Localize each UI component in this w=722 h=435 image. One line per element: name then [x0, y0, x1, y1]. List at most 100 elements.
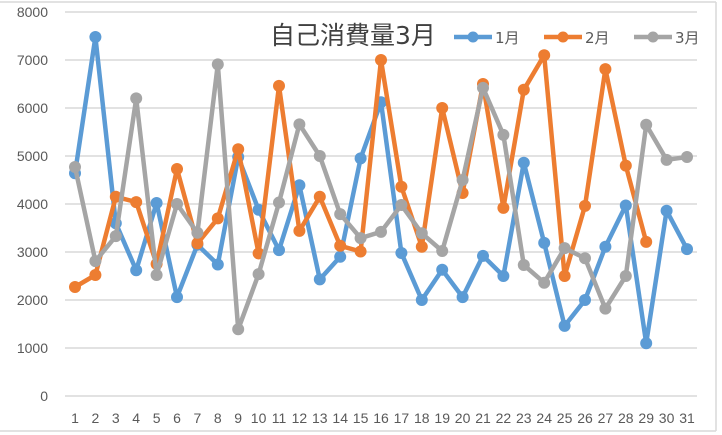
data-point-marker [130, 264, 143, 277]
y-tick-label: 6000 [17, 100, 48, 116]
data-point-marker [130, 92, 143, 105]
chart-title: 自己消費量3月 [270, 21, 436, 50]
data-point-marker [130, 196, 143, 209]
data-point-marker [660, 204, 673, 217]
data-point-marker [334, 250, 347, 263]
data-point-marker [313, 190, 326, 203]
data-point-marker [395, 246, 408, 259]
x-tick-label: 12 [292, 410, 308, 426]
data-point-marker [619, 159, 632, 172]
data-point-marker [293, 179, 306, 192]
data-point-marker [640, 235, 653, 248]
data-point-marker [579, 294, 591, 306]
x-tick-label: 3 [112, 410, 120, 426]
data-point-marker [334, 239, 347, 252]
x-tick-label: 28 [618, 410, 634, 426]
data-point-marker [273, 244, 285, 257]
x-tick-label: 31 [679, 410, 695, 426]
data-point-marker [558, 270, 571, 282]
data-point-marker [619, 270, 632, 282]
x-tick-label: 20 [455, 410, 471, 426]
data-point-marker [354, 232, 367, 245]
data-point-marker [89, 269, 102, 282]
x-tick-label: 27 [598, 410, 614, 426]
data-point-marker [415, 227, 428, 240]
y-tick-label: 7000 [17, 52, 48, 68]
data-point-marker [681, 150, 693, 163]
y-axis: 0 1000 2000 3000 4000 5000 6000 7000 8000 [17, 4, 48, 404]
data-point-marker [538, 49, 551, 62]
series-3 [69, 58, 693, 336]
x-tick-label: 26 [577, 410, 593, 426]
legend-label: 1月 [495, 29, 520, 47]
legend-label: 2月 [585, 29, 610, 47]
series-2 [69, 49, 653, 294]
data-point-marker [191, 226, 204, 239]
x-tick-label: 25 [557, 410, 573, 426]
data-point-marker [517, 83, 530, 96]
data-point-marker [497, 128, 510, 141]
data-point-marker [477, 249, 489, 262]
data-point-marker [69, 161, 81, 174]
y-tick-label: 0 [40, 388, 48, 404]
x-tick-label: 13 [312, 410, 328, 426]
data-point-marker [558, 242, 571, 255]
data-point-marker [89, 30, 102, 43]
data-point-marker [313, 150, 326, 162]
data-point-marker [599, 302, 612, 315]
data-point-marker [517, 258, 530, 271]
y-tick-label: 8000 [17, 4, 48, 20]
legend: 1月 2月 3月 [454, 29, 700, 47]
data-point-marker [375, 225, 387, 238]
x-tick-label: 19 [434, 410, 450, 426]
x-tick-label: 1 [71, 410, 79, 426]
data-point-marker [69, 281, 81, 294]
data-point-marker [558, 319, 571, 332]
data-point-marker [354, 245, 367, 258]
x-tick-label: 16 [373, 410, 389, 426]
data-point-marker [171, 162, 183, 175]
legend-item-2: 2月 [544, 29, 610, 47]
data-point-marker [497, 270, 510, 282]
y-tick-label: 1000 [17, 340, 48, 356]
x-tick-label: 11 [272, 410, 287, 426]
series-line [72, 34, 690, 346]
legend-marker-icon [467, 31, 479, 43]
series-group [69, 30, 693, 350]
data-point-marker [599, 240, 612, 253]
data-point-marker [293, 118, 306, 131]
legend-label: 3月 [675, 29, 700, 47]
x-tick-label: 24 [536, 410, 552, 426]
data-point-marker [395, 180, 408, 193]
x-tick-label: 5 [153, 410, 161, 426]
data-point-marker [640, 337, 653, 350]
x-tick-label: 9 [234, 410, 242, 426]
y-tick-label: 4000 [17, 196, 48, 212]
data-point-marker [415, 294, 428, 306]
data-point-marker [150, 197, 163, 210]
x-tick-label: 22 [496, 410, 512, 426]
legend-item-3: 3月 [634, 29, 700, 47]
data-point-marker [171, 198, 183, 210]
data-point-marker [232, 323, 245, 336]
data-point-marker [150, 269, 163, 282]
data-point-marker [109, 190, 122, 203]
data-point-marker [211, 212, 224, 225]
data-point-marker [334, 208, 347, 221]
legend-marker-icon [557, 31, 569, 43]
data-point-marker [538, 236, 551, 249]
chart-title-group: 自己消費量3月 [270, 21, 436, 50]
x-tick-label: 15 [353, 410, 369, 426]
x-tick-label: 2 [92, 410, 100, 426]
y-tick-label: 5000 [17, 148, 48, 164]
data-point-marker [273, 196, 285, 209]
y-tick-label: 2000 [17, 292, 48, 308]
y-tick-label: 3000 [17, 244, 48, 260]
x-tick-label: 30 [659, 410, 675, 426]
data-point-marker [191, 237, 204, 250]
data-point-marker [456, 174, 469, 186]
data-point-marker [477, 81, 489, 94]
x-tick-label: 6 [173, 410, 181, 426]
x-tick-label: 29 [638, 410, 654, 426]
